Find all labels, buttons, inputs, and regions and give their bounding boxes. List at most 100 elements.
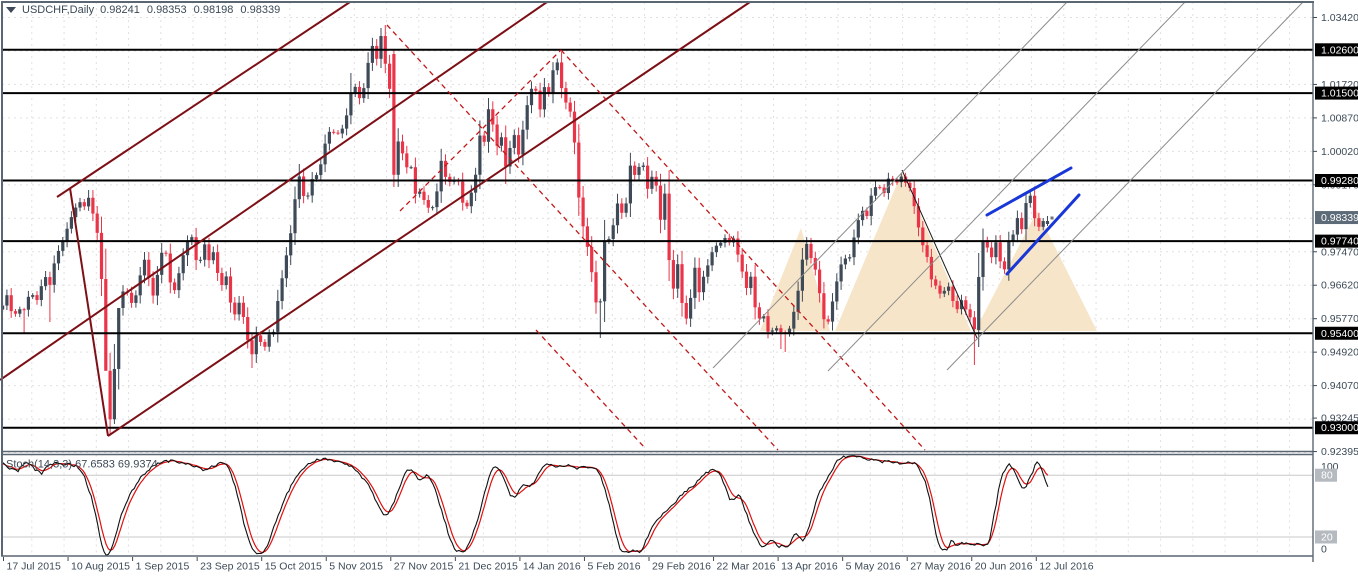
candle-body bbox=[964, 300, 968, 310]
candle-body bbox=[147, 259, 151, 278]
trendline-crash-line bbox=[69, 187, 109, 437]
candle-body bbox=[775, 328, 779, 331]
candle-body bbox=[486, 109, 491, 142]
candle-body bbox=[164, 252, 168, 254]
dashed-projection-line-2 bbox=[399, 49, 562, 212]
candle-body bbox=[873, 187, 878, 196]
candle-body bbox=[843, 258, 847, 265]
candle-body bbox=[603, 240, 607, 302]
candle-body bbox=[572, 111, 577, 143]
candle-body bbox=[977, 276, 981, 330]
candle-body bbox=[44, 277, 48, 287]
candle-body bbox=[671, 260, 675, 289]
candle-body bbox=[482, 135, 486, 142]
level-badge-bg bbox=[1315, 421, 1358, 435]
candle-body bbox=[345, 115, 349, 129]
candle-body bbox=[852, 237, 856, 258]
candle-body bbox=[327, 131, 331, 144]
candle-body bbox=[1033, 195, 1037, 219]
symbol-dropdown-icon[interactable] bbox=[6, 7, 16, 13]
candle-body bbox=[968, 309, 972, 318]
candle-body bbox=[95, 213, 99, 233]
candle-body bbox=[787, 328, 792, 334]
candle-body bbox=[1045, 221, 1050, 225]
gray-channel-line-2 bbox=[827, 1, 1186, 372]
candle-body bbox=[13, 311, 18, 314]
candle-body bbox=[491, 109, 495, 125]
trendline-channel-upper bbox=[56, 1, 351, 198]
gray-channel-line-1 bbox=[712, 1, 1068, 369]
candle-body bbox=[886, 178, 890, 194]
high-value: 0.98353 bbox=[146, 4, 187, 16]
candle-body bbox=[134, 295, 138, 303]
candle-body bbox=[112, 368, 116, 420]
candle-body bbox=[590, 246, 594, 273]
candle-body bbox=[26, 296, 30, 310]
date-tick-label: 10 Aug 2015 bbox=[71, 561, 130, 573]
price-tick-label: 0.92395 bbox=[1321, 446, 1358, 458]
candle-body bbox=[263, 341, 267, 347]
candle-body bbox=[1037, 218, 1041, 227]
price-tick-label: 1.00870 bbox=[1321, 112, 1358, 124]
candle-body bbox=[693, 267, 697, 298]
date-tick-label: 20 Jun 2016 bbox=[975, 561, 1033, 573]
candle-body bbox=[818, 269, 822, 294]
candle-body bbox=[826, 319, 830, 322]
candle-body bbox=[650, 176, 654, 189]
candle-body bbox=[568, 102, 572, 112]
candle-body bbox=[697, 267, 701, 293]
candle-body bbox=[749, 276, 753, 289]
candle-body bbox=[474, 174, 478, 193]
stoch-badge-bg bbox=[1315, 468, 1337, 482]
date-tick-label: 23 Sep 2015 bbox=[200, 561, 260, 573]
candle-body bbox=[495, 124, 499, 146]
candle-body bbox=[822, 293, 826, 320]
candle-body bbox=[418, 191, 422, 194]
candle-body bbox=[142, 259, 147, 276]
candle-body bbox=[663, 193, 667, 220]
candle-body bbox=[839, 264, 843, 282]
candle-body bbox=[951, 286, 955, 302]
date-tick-label: 13 Apr 2016 bbox=[781, 561, 838, 573]
price-axis[interactable]: 1.034201.017201.008701.000200.991700.974… bbox=[1313, 12, 1358, 556]
level-badge-bg bbox=[1315, 326, 1358, 340]
candle-body bbox=[336, 132, 340, 134]
candle-body bbox=[332, 131, 336, 133]
candle-body bbox=[435, 191, 439, 208]
candle-body bbox=[805, 243, 809, 260]
level-badge: 0.99280 bbox=[1321, 175, 1358, 187]
candle-body bbox=[203, 244, 207, 260]
candle-body bbox=[921, 227, 925, 246]
candle-body bbox=[155, 274, 159, 296]
stoch-badge-bg bbox=[1315, 530, 1337, 544]
candle-body bbox=[529, 88, 534, 106]
time-axis[interactable]: 17 Jul 2015 10 Aug 2015 1 Sep 2015 23 Sep 2… bbox=[3, 557, 1094, 573]
blue-trendline-2 bbox=[1005, 193, 1081, 276]
candle-body bbox=[865, 210, 869, 217]
stoch-axis-badge: 80 bbox=[1321, 470, 1333, 482]
head-shoulders-triangle-3 bbox=[975, 211, 1097, 331]
candle-body bbox=[392, 54, 396, 175]
candle-body bbox=[478, 135, 482, 175]
candle-body bbox=[637, 166, 641, 175]
dashed-projection-line-1 bbox=[386, 24, 779, 451]
candle-body bbox=[254, 335, 258, 355]
candle-body bbox=[929, 256, 933, 280]
candle-body bbox=[168, 253, 172, 283]
candle-body bbox=[1020, 218, 1024, 230]
stoch-axis-label: 0 bbox=[1321, 544, 1327, 556]
candle-body bbox=[521, 129, 525, 155]
candle-body bbox=[499, 137, 503, 146]
stoch-indicator-label: Stoch(14,3,3) 67.6583 69.9374 bbox=[6, 459, 158, 471]
candle-body bbox=[736, 238, 740, 255]
neckline-black bbox=[901, 169, 978, 339]
candle-body bbox=[5, 295, 9, 306]
head-shoulders-triangle-2 bbox=[835, 172, 971, 331]
candle-body bbox=[701, 276, 706, 293]
level-lines bbox=[2, 48, 1313, 429]
candle-body bbox=[633, 165, 637, 175]
ohlc-values: 0.98241 0.98353 0.98198 0.98339 bbox=[100, 4, 280, 16]
candle-body bbox=[934, 279, 938, 286]
